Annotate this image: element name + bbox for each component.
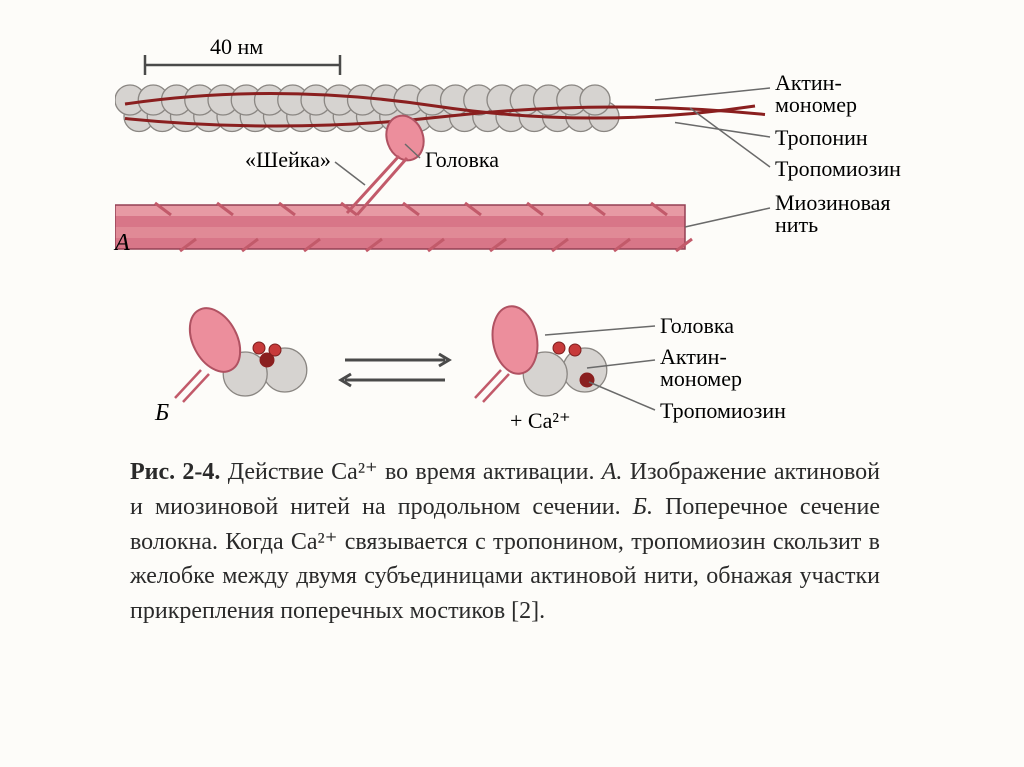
label-tropomyosin: Тропомиозин xyxy=(775,156,901,182)
label-actin-monomer-2: мономер xyxy=(775,92,857,118)
label-myosin-2: нить xyxy=(775,212,818,238)
label-b-head: Головка xyxy=(660,313,734,339)
label-b-tropomyosin: Тропомиозин xyxy=(660,398,786,424)
caption-fignum: Рис. 2-4. xyxy=(130,459,220,485)
panel-a-letter: А xyxy=(115,230,130,257)
page: 40 нм «Шейка» Головка Актин- мономер Тро… xyxy=(0,0,1024,767)
scale-label: 40 нм xyxy=(210,34,263,60)
caption-title: Действие Ca²⁺ во время активации. xyxy=(220,459,594,485)
panel-b-letter: Б xyxy=(155,400,169,427)
label-head: Головка xyxy=(425,147,499,173)
label-troponin: Тропонин xyxy=(775,125,868,151)
label-b-actin2: мономер xyxy=(660,366,742,392)
caption-a-lead: А. xyxy=(602,459,623,485)
label-b-ca: + Ca²⁺ xyxy=(510,408,571,434)
figure-caption: Рис. 2-4. Действие Ca²⁺ во время активац… xyxy=(130,455,880,629)
caption-b-lead: Б. xyxy=(633,494,653,520)
label-neck: «Шейка» xyxy=(245,147,331,173)
figure-2-4: 40 нм «Шейка» Головка Актин- мономер Тро… xyxy=(115,30,905,430)
